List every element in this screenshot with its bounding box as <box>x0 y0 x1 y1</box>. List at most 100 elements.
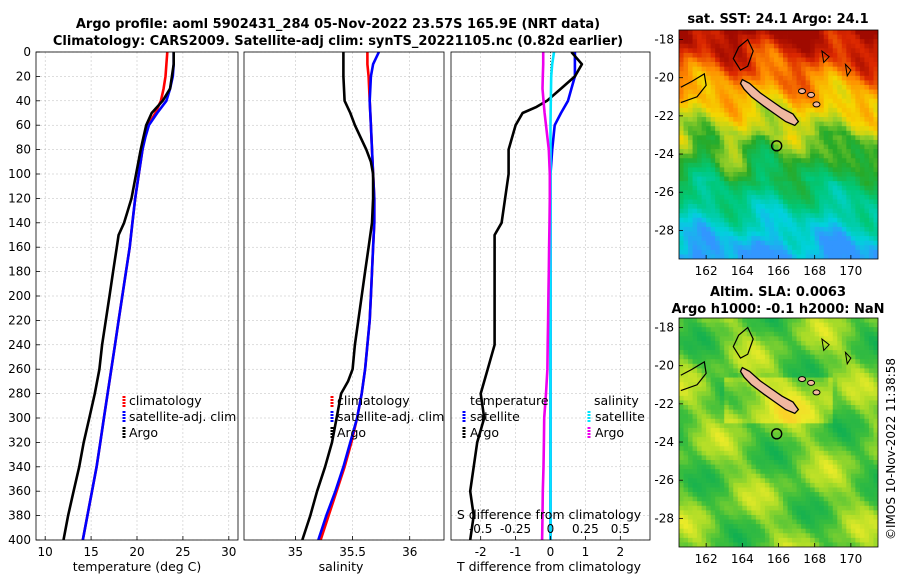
map-cell <box>828 400 834 406</box>
map-cell <box>683 213 689 219</box>
map-cell <box>706 231 712 237</box>
map-cell <box>692 144 698 150</box>
map-cell <box>787 89 793 95</box>
map-cell <box>837 107 843 113</box>
map-cell <box>715 167 721 173</box>
map-cell <box>697 524 703 530</box>
map-cell <box>746 409 752 415</box>
map-cell <box>832 217 838 223</box>
map-cell <box>814 158 820 164</box>
map-cell <box>801 185 807 191</box>
map-cell <box>751 149 757 155</box>
map-cell <box>679 469 684 475</box>
map-cell <box>742 455 748 461</box>
map-cell <box>715 222 721 228</box>
map-cell <box>778 340 784 346</box>
map-cell <box>679 382 684 388</box>
map-cell <box>706 446 712 452</box>
map-cell <box>868 423 874 429</box>
map-cell <box>773 144 779 150</box>
map-cell <box>846 34 852 40</box>
map-cell <box>787 190 793 196</box>
map-cell <box>864 135 870 141</box>
map-cell <box>783 391 788 397</box>
map-cell <box>787 222 793 228</box>
map-cell <box>769 359 775 365</box>
map-cell <box>701 528 707 534</box>
map-cell <box>737 222 743 228</box>
map-cell <box>683 139 689 145</box>
map-cell <box>787 94 793 100</box>
map-cell <box>783 496 788 502</box>
map-cell <box>828 199 834 205</box>
map-cell <box>832 459 838 465</box>
map-cell <box>746 441 752 447</box>
map-cell <box>737 427 743 433</box>
map-cell <box>679 391 684 397</box>
map-cell <box>688 368 693 374</box>
map-cell <box>841 455 847 461</box>
map-y-tick-label: -28 <box>654 511 674 525</box>
map-cell <box>737 126 743 132</box>
map-cell <box>697 139 703 145</box>
map-cell <box>783 318 788 323</box>
map-cell <box>701 181 707 187</box>
map-cell <box>701 171 707 177</box>
map-cell <box>873 537 878 543</box>
map-cell <box>683 112 689 118</box>
map-cell <box>746 501 752 507</box>
map-cell <box>805 496 811 502</box>
map-cell <box>810 409 816 415</box>
map-cell <box>850 400 856 406</box>
map-cell <box>783 446 788 452</box>
map-cell <box>832 162 838 168</box>
map-cell <box>792 126 797 132</box>
map-cell <box>688 208 693 214</box>
map-cell <box>814 217 820 223</box>
map-cell <box>742 501 748 507</box>
map-cell <box>828 327 834 333</box>
map-cell <box>737 52 743 58</box>
map-cell <box>679 441 684 447</box>
map-cell <box>814 167 820 173</box>
map-cell <box>710 318 716 323</box>
map-cell <box>724 492 730 498</box>
map-cell <box>769 519 775 525</box>
map-cell <box>742 52 748 58</box>
map-cell <box>873 354 878 360</box>
map-cell <box>679 487 684 493</box>
map-cell <box>751 524 757 530</box>
map-cell <box>859 537 865 543</box>
map-cell <box>692 340 698 346</box>
map-cell <box>755 464 761 470</box>
map-cell <box>715 405 721 410</box>
map-cell <box>692 103 698 109</box>
map-cell <box>859 89 865 95</box>
map-cell <box>737 350 743 356</box>
map-cell <box>823 450 829 456</box>
map-cell <box>832 176 838 182</box>
map-cell <box>733 363 739 369</box>
map-cell <box>864 359 870 365</box>
map-cell <box>733 340 739 346</box>
map-cell <box>850 80 856 86</box>
map-cell <box>778 94 784 100</box>
map-cell <box>783 336 788 342</box>
map-cell <box>778 524 784 530</box>
map-y-tick-label: -18 <box>654 33 674 47</box>
y-tick-label: 260 <box>8 362 31 376</box>
map-cell <box>792 167 797 173</box>
map-cell <box>697 94 703 100</box>
map-cell <box>873 185 878 191</box>
map-cell <box>679 121 684 127</box>
map-cell <box>697 423 703 429</box>
map-cell <box>755 71 761 77</box>
map-cell <box>846 423 852 429</box>
map-cell <box>828 514 834 520</box>
map-cell <box>728 52 734 58</box>
map-cell <box>737 171 743 177</box>
map-cell <box>697 464 703 470</box>
map-cell <box>805 427 811 433</box>
map-cell <box>697 89 703 95</box>
map-cell <box>787 345 793 351</box>
